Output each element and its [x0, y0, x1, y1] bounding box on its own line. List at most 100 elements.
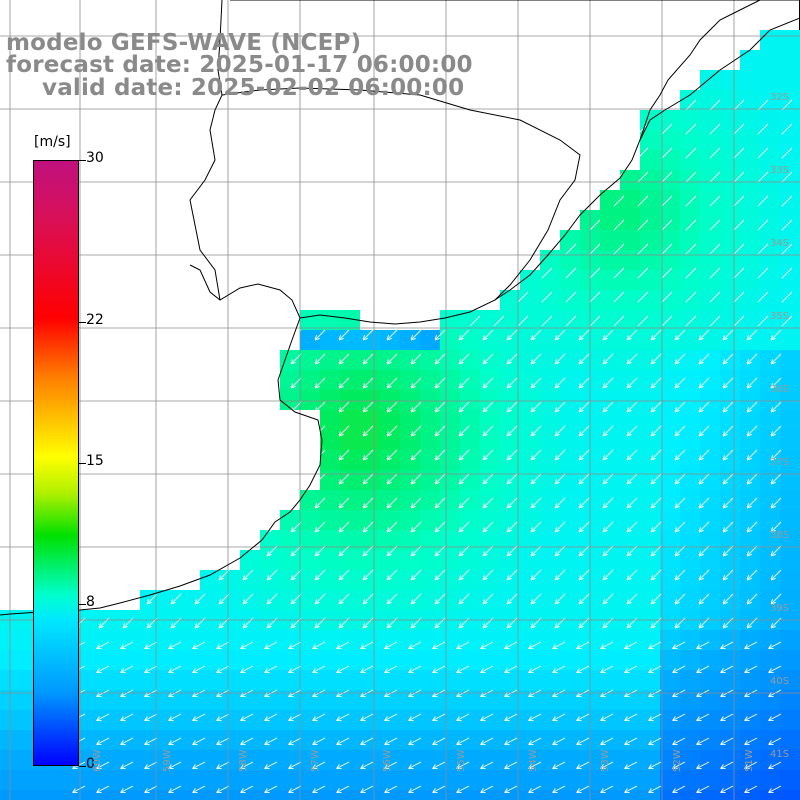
wave-cell: [380, 790, 400, 800]
wave-cell: [680, 110, 700, 130]
wave-arrow: [264, 761, 278, 770]
wave-cell: [600, 350, 620, 370]
wave-cell: [500, 350, 520, 370]
wave-cell: [60, 790, 80, 800]
wave-cell: [720, 530, 740, 550]
wave-cell: [780, 690, 800, 710]
wave-cell: [100, 790, 120, 800]
wave-arrow: [504, 713, 518, 722]
wave-arrow: [578, 593, 590, 605]
wave-cell: [760, 590, 780, 610]
wave-arrow: [386, 329, 398, 341]
wave-cell: [640, 390, 660, 410]
wave-arrow: [144, 641, 158, 650]
wave-cell: [700, 750, 720, 770]
wave-arrow: [722, 497, 734, 509]
wave-cell: [240, 570, 260, 590]
wave-arrow: [408, 761, 422, 770]
wave-cell: [440, 690, 460, 710]
wave-arrow: [733, 267, 745, 279]
wave-arrow: [96, 713, 110, 722]
wave-cell: [620, 670, 640, 690]
wave-cell: [60, 770, 80, 790]
wave-cell: [620, 470, 640, 490]
wave-cell: [520, 370, 540, 390]
wave-cell: [500, 570, 520, 590]
wave-cell: [700, 110, 720, 130]
wave-arrow: [744, 761, 758, 770]
wave-cell: [700, 590, 720, 610]
wave-cell: [780, 770, 800, 790]
wave-arrow: [336, 737, 350, 746]
wave-arrow: [709, 171, 721, 183]
wave-cell: [640, 290, 660, 310]
wave-cell: [460, 450, 480, 470]
wave-cell: [560, 410, 580, 430]
wave-cell: [140, 770, 160, 790]
wave-arrow: [698, 593, 710, 605]
wave-cell: [740, 650, 760, 670]
wave-cell: [420, 510, 440, 530]
wave-cell: [320, 590, 340, 610]
wave-cell: [540, 370, 560, 390]
wave-arrow: [746, 449, 758, 461]
wave-arrow: [565, 315, 577, 327]
wave-arrow: [264, 641, 278, 650]
wave-arrow: [674, 329, 686, 341]
wave-arrow: [410, 569, 422, 581]
wave-arrow: [746, 401, 758, 413]
wave-arrow: [685, 123, 697, 135]
wave-cell: [780, 70, 800, 90]
wave-arrow: [288, 713, 302, 722]
wave-cell: [620, 730, 640, 750]
wave-cell: [240, 750, 260, 770]
longitude-label: 53W: [600, 749, 611, 772]
wave-cell: [340, 630, 360, 650]
wave-cell: [780, 270, 800, 290]
wave-cell: [760, 290, 780, 310]
wave-arrow: [722, 521, 734, 533]
wave-cell: [740, 670, 760, 690]
wave-cell: [740, 350, 760, 370]
wave-cell: [740, 490, 760, 510]
wave-arrow: [530, 569, 542, 581]
wave-cell: [620, 790, 640, 800]
wave-arrow: [720, 761, 734, 770]
wave-arrow: [648, 713, 662, 722]
wave-cell: [600, 370, 620, 390]
wave-cell: [400, 790, 420, 800]
wave-arrow: [733, 99, 745, 111]
wave-arrow: [674, 377, 686, 389]
wave-cell: [380, 570, 400, 590]
wave-arrow: [386, 497, 398, 509]
wave-arrow: [576, 713, 590, 722]
wave-arrow: [770, 329, 782, 341]
wave-cell: [160, 670, 180, 690]
wave-arrow: [768, 713, 782, 722]
wave-cell: [740, 290, 760, 310]
wave-cell: [780, 470, 800, 490]
wave-cell: [540, 590, 560, 610]
wave-arrow: [672, 665, 686, 674]
wave-arrow: [674, 545, 686, 557]
wave-arrow: [541, 291, 553, 303]
wave-cell: [360, 710, 380, 730]
wave-arrow: [661, 195, 673, 207]
wave-arrow: [626, 449, 638, 461]
wave-cell: [480, 450, 500, 470]
wave-arrow: [578, 497, 590, 509]
wave-cell: [620, 410, 640, 430]
wave-cell: [300, 670, 320, 690]
wave-cell: [480, 690, 500, 710]
wave-arrow: [602, 473, 614, 485]
wave-cell: [260, 730, 280, 750]
wave-arrow: [589, 219, 601, 231]
wave-cell: [500, 630, 520, 650]
wave-cell: [440, 410, 460, 430]
wave-arrow: [674, 521, 686, 533]
wave-arrow: [637, 195, 649, 207]
wave-cell: [680, 350, 700, 370]
wave-arrow: [288, 665, 302, 674]
wave-cell: [680, 650, 700, 670]
wave-arrow: [637, 147, 649, 159]
